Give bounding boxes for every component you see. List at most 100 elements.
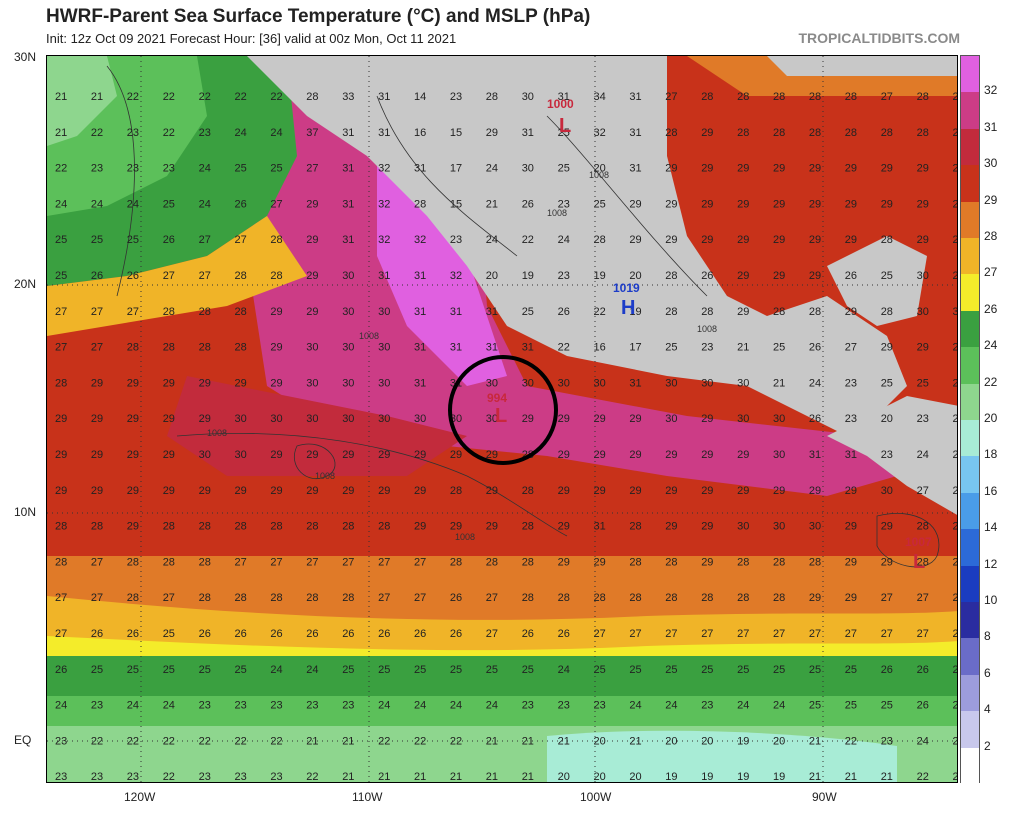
sst-value: 29: [342, 485, 354, 497]
sst-value: 28: [594, 592, 606, 604]
sst-value: 22: [127, 735, 139, 747]
sst-value: 30: [486, 377, 498, 389]
sst-value: 21: [91, 91, 103, 103]
sst-value: 30: [235, 449, 247, 461]
colorbar-tick-label: 20: [984, 411, 998, 425]
sst-value: 29: [306, 270, 318, 282]
sst-value: 29: [235, 377, 247, 389]
warm-pool-32: [377, 156, 507, 386]
sst-value: 26: [522, 628, 534, 640]
sst-value: 28: [845, 91, 857, 103]
sst-value: 22: [306, 771, 318, 783]
sst-value: 21: [450, 771, 462, 783]
sst-value: 22: [953, 771, 959, 783]
sst-value: 22: [558, 342, 570, 354]
sst-value: 28: [629, 556, 641, 568]
sst-value: 22: [594, 306, 606, 318]
sst-value: 28: [163, 306, 175, 318]
sst-value: 23: [306, 700, 318, 712]
colorbar-tick-label: 28: [984, 229, 998, 243]
sst-value: 28: [737, 556, 749, 568]
sst-value: 26: [450, 592, 462, 604]
sst-value: 27: [378, 592, 390, 604]
sst-value: 20: [486, 270, 498, 282]
sst-value: 27: [917, 628, 929, 640]
sst-value: 31: [378, 127, 390, 139]
sst-value: 20: [594, 771, 606, 783]
storm-highlight-circle: [448, 355, 558, 465]
sst-value: 27: [881, 592, 893, 604]
sst-value: 25: [163, 664, 175, 676]
sst-value: 29: [773, 234, 785, 246]
sst-value: 22: [917, 771, 929, 783]
sst-value: 26: [163, 234, 175, 246]
sst-value: 26: [953, 700, 959, 712]
sst-value: 26: [558, 306, 570, 318]
sst-value: 25: [701, 664, 713, 676]
sst-value: 28: [199, 521, 211, 533]
sst-value: 29: [55, 449, 67, 461]
sst-value: 22: [91, 735, 103, 747]
sst-value: 30: [773, 449, 785, 461]
sst-value: 19: [629, 306, 641, 318]
sst-value: 26: [306, 628, 318, 640]
sst-value: 27: [414, 592, 426, 604]
sst-value: 21: [55, 127, 67, 139]
sst-value: 21: [737, 342, 749, 354]
graticule: [47, 56, 957, 782]
sst-value: 24: [450, 700, 462, 712]
lon-label-100w: 100W: [580, 790, 612, 804]
low-pressure-value: 1007: [905, 535, 932, 549]
sst-value: 29: [414, 521, 426, 533]
sst-value: 29: [701, 163, 713, 175]
sst-value: 26: [235, 198, 247, 210]
sst-value: 19: [773, 771, 785, 783]
sst-value: 25: [235, 664, 247, 676]
sst-value: 25: [881, 700, 893, 712]
sst-value: 25: [91, 234, 103, 246]
sst-value: 30: [306, 413, 318, 425]
sst-value: 30: [594, 377, 606, 389]
sst-value: 25: [163, 628, 175, 640]
sst-value: 21: [809, 735, 821, 747]
colorbar-tick-label: 2: [984, 738, 991, 753]
sst-map: 21 21 22 22 22 22 22 28 33 31 14 23 28 30 31 34 31 27 28 28…: [46, 55, 958, 783]
sst-value: 28: [917, 127, 929, 139]
sst-value: 30: [342, 306, 354, 318]
sst-value: 30: [342, 342, 354, 354]
sst-value: 26: [953, 664, 959, 676]
sst-value: 28: [665, 556, 677, 568]
sst-value: 27: [917, 485, 929, 497]
sst-value: 22: [522, 234, 534, 246]
sst-value: 29: [917, 342, 929, 354]
sst-value: 23: [235, 771, 247, 783]
sst-value: 28: [629, 592, 641, 604]
sst-value: 24: [55, 700, 67, 712]
sst-value: 31: [342, 198, 354, 210]
sst-value: 30: [737, 521, 749, 533]
sst-value: 23: [450, 234, 462, 246]
colorbar-segment: [961, 347, 979, 385]
sst-value: 21: [378, 771, 390, 783]
isobar-label: 1008: [455, 532, 475, 542]
sst-value: 30: [522, 163, 534, 175]
sst-value: 28: [378, 521, 390, 533]
sst-value: 28: [486, 91, 498, 103]
transition-band-nw: [47, 216, 307, 336]
sst-value: 20: [881, 413, 893, 425]
low-pressure-symbol: L: [913, 551, 925, 573]
sst-value: 22: [235, 91, 247, 103]
colorbar-tick-label: 18: [984, 447, 998, 462]
colorbar-tick-label: 22: [984, 374, 998, 389]
sst-value: 32: [594, 127, 606, 139]
sst-value: 24: [486, 234, 498, 246]
sst-value: 25: [845, 700, 857, 712]
sst-value: 25: [773, 342, 785, 354]
sst-value: 28: [773, 556, 785, 568]
lat-label-10n: 10N: [14, 505, 37, 519]
sst-value: 29: [953, 163, 959, 175]
sst-value: 26: [270, 628, 282, 640]
sst-value: 29: [199, 485, 211, 497]
colorbar-tick-label: 24: [984, 338, 998, 353]
sst-value: 29: [665, 234, 677, 246]
